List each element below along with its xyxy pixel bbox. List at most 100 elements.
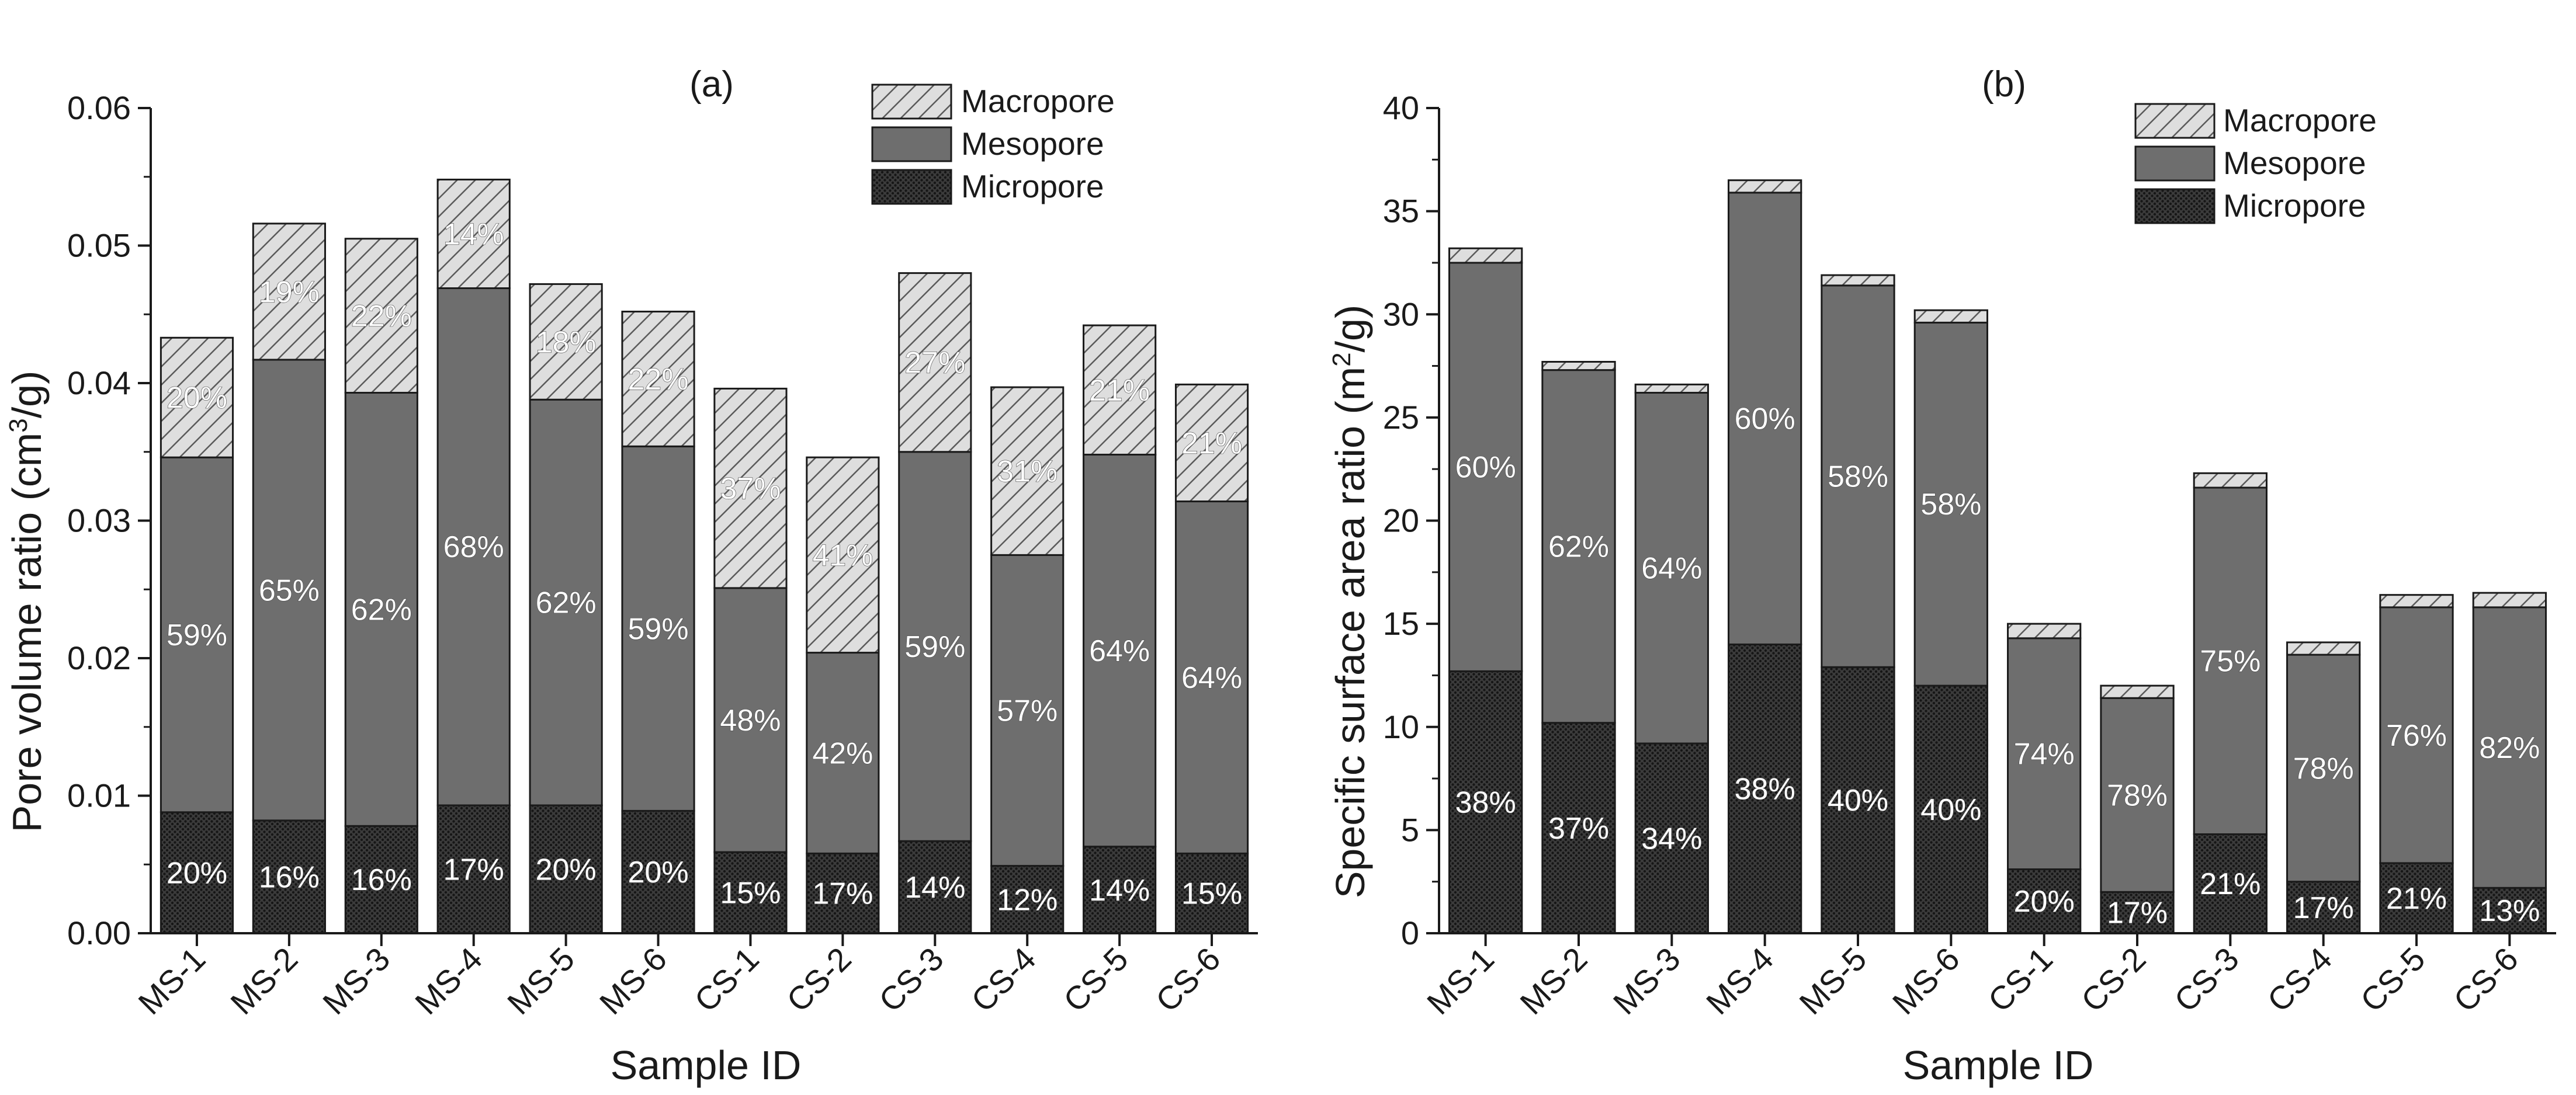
panel-a-bar-label-ms-5-macropore: 18%	[536, 325, 597, 359]
panel-b-legend-swatch-mesopore	[2134, 145, 2216, 182]
panel-a-bar-label-cs-2-mesopore: 42%	[812, 736, 873, 770]
panel-a-bar-label-ms-6-macropore: 22%	[628, 363, 689, 397]
panel-a-bar-cs-3-mesopore	[898, 451, 972, 842]
panel-a-x-tick-label-ms-1: MS-1	[131, 940, 212, 1021]
panel-b: 38% 60% 37% 62% 34% 64% 38% 60% 40% 58% 40% 58% 20% 7…	[1327, 64, 2556, 1088]
panel-a-bar-label-cs-6-mesopore: 64%	[1181, 661, 1242, 695]
panel-a-bar-cs-3-macropore	[898, 272, 972, 453]
panel-b-bar-cs-2-macropore	[2100, 684, 2175, 699]
panel-a-x-tick-label-cs-4: CS-4	[964, 940, 1043, 1019]
panel-a-legend-swatch-macropore	[871, 84, 952, 120]
panel-b-bar-label-cs-2-mesopore: 78%	[2107, 778, 2168, 812]
panel-b-bar-label-ms-2-micropore: 37%	[1548, 812, 1609, 846]
panel-a-bar-labels: 20% 59% 20% 16% 65% 19% 16% 62% 22% 17% 68% 14% 20% 6…	[166, 217, 1242, 917]
panel-b-x-axis: MS-1 MS-2 MS-3 MS-4 MS-5 MS-6 CS-1 CS-2 CS-3 CS-4…	[1420, 932, 2556, 1021]
panel-b-x-tick-label-ms-4: MS-4	[1699, 940, 1780, 1021]
panel-a-bar-cs-6-mesopore	[1174, 500, 1249, 854]
panel-b-y-tick-label: 40	[1383, 89, 1419, 126]
panel-a-bar-ms-3-macropore	[344, 238, 418, 394]
panel-a-bar-label-cs-6-micropore: 15%	[1181, 877, 1242, 911]
panel-a-bar-label-cs-1-mesopore: 48%	[720, 704, 781, 738]
panel-b-bar-ms-6-macropore	[1913, 309, 1988, 324]
panel-a-bar-label-cs-3-mesopore: 59%	[904, 630, 965, 664]
panel-b-bar-cs-1-mesopore	[2007, 637, 2082, 870]
panel-a-bar-label-cs-5-micropore: 14%	[1089, 874, 1150, 908]
panel-a-y-tick-label: 0.01	[67, 777, 131, 814]
panel-a-legend-macropore: Macropore	[961, 83, 1115, 119]
panel-a-x-tick-label-ms-4: MS-4	[408, 940, 489, 1021]
panel-b-bar-ms-3-mesopore	[1634, 391, 1709, 745]
panel-a-bar-label-ms-5-mesopore: 62%	[536, 586, 597, 620]
panel-b-y-tick-label: 0	[1401, 915, 1419, 951]
panel-a-bar-ms-4-mesopore	[436, 287, 511, 807]
panel-a-bar-label-ms-4-macropore: 14%	[443, 217, 504, 251]
panel-a: 20% 59% 20% 16% 65% 19% 16% 62% 22% 17% 68% 14% 20% 6…	[4, 64, 1258, 1088]
panel-b-x-tick-label-ms-2: MS-2	[1513, 940, 1594, 1021]
panel-b-x-tick-label-cs-4: CS-4	[2260, 940, 2339, 1019]
panel-a-y-axis-title-sup: 3	[4, 418, 33, 432]
panel-a-bars	[160, 178, 1249, 934]
panel-b-y-tick-label: 20	[1383, 502, 1419, 539]
panel-b-legend-mesopore: Mesopore	[2223, 145, 2366, 181]
panel-b-bar-label-cs-6-mesopore: 82%	[2479, 731, 2540, 765]
panel-a-bar-label-ms-4-micropore: 17%	[443, 853, 504, 887]
panel-b-x-tick-label-cs-5: CS-5	[2353, 940, 2432, 1019]
panel-a-y-axis-title-main: Pore volume ratio (cm	[4, 433, 50, 833]
panel-b-bar-ms-1-micropore	[1448, 670, 1523, 934]
panel-a-bar-label-cs-1-macropore: 37%	[720, 472, 781, 506]
panel-b-legend-swatch-macropore	[2134, 103, 2216, 139]
panel-b-bars	[1448, 179, 2547, 934]
panel-a-bar-ms-1-macropore	[160, 336, 234, 458]
panel-a-y-tick-label: 0.00	[67, 915, 131, 951]
panel-b-y-tick-label: 15	[1383, 605, 1419, 642]
panel-a-bar-ms-4-macropore	[436, 178, 511, 290]
panel-a-y-axis-title: Pore volume ratio (cm3/g)	[4, 371, 50, 833]
panel-b-legend: Macropore Mesopore Micropore	[2134, 102, 2377, 224]
panel-b-bar-label-ms-5-mesopore: 58%	[1828, 460, 1888, 494]
panel-a-bar-ms-1-mesopore	[160, 456, 234, 814]
panel-b-bar-cs-4-macropore	[2286, 641, 2361, 656]
panel-b-bar-ms-4-macropore	[1728, 179, 1802, 194]
panel-b-x-tick-label-cs-2: CS-2	[2074, 940, 2153, 1019]
panel-b-y-tick-label: 5	[1401, 811, 1419, 848]
panel-b-bar-cs-5-mesopore	[2379, 606, 2454, 864]
panel-b-x-tick-label-cs-3: CS-3	[2167, 940, 2246, 1019]
panel-b-bar-ms-3-macropore	[1634, 383, 1709, 394]
panel-b-bar-label-ms-4-mesopore: 60%	[1735, 402, 1795, 436]
panel-b-bar-ms-6-micropore	[1913, 684, 1988, 934]
panel-a-bar-label-ms-3-micropore: 16%	[351, 863, 412, 897]
panel-a-x-tick-label-ms-6: MS-6	[592, 940, 674, 1021]
panel-b-y-axis-title-tail: /g)	[1327, 305, 1373, 353]
panel-b-bar-label-cs-1-mesopore: 74%	[2014, 738, 2075, 771]
panel-a-y-tick-label: 0.05	[67, 227, 131, 264]
panel-b-x-tick-label-ms-1: MS-1	[1420, 940, 1501, 1021]
panel-b-bar-cs-1-micropore	[2007, 868, 2082, 934]
panel-b-bar-label-cs-5-mesopore: 76%	[2386, 719, 2447, 753]
panel-b-bar-ms-4-mesopore	[1728, 192, 1802, 645]
panel-a-y-axis: 0.00 0.01 0.02 0.03 0.04 0.05 0.06	[67, 89, 152, 951]
panel-a-bar-cs-4-mesopore	[990, 554, 1065, 867]
panel-a-bar-label-ms-4-mesopore: 68%	[443, 530, 504, 564]
panel-b-bar-label-cs-5-micropore: 21%	[2386, 882, 2447, 916]
panel-b-bar-label-cs-1-micropore: 20%	[2014, 885, 2075, 919]
panel-a-bar-cs-1-mesopore	[713, 587, 788, 853]
panel-a-bar-cs-1-micropore	[713, 851, 788, 934]
panel-b-x-axis-title: Sample ID	[1903, 1042, 2094, 1088]
panel-a-bar-cs-6-macropore	[1174, 383, 1249, 503]
panel-b-bar-label-ms-3-mesopore: 64%	[1641, 552, 1702, 586]
panel-a-bar-cs-2-macropore	[806, 456, 880, 654]
panel-b-bar-ms-5-macropore	[1821, 274, 1895, 287]
panel-b-bar-cs-1-macropore	[2007, 623, 2082, 639]
panel-b-x-tick-label-ms-3: MS-3	[1606, 940, 1687, 1021]
panel-b-bar-label-ms-5-micropore: 40%	[1828, 784, 1888, 818]
panel-a-bar-ms-2-micropore	[252, 819, 326, 934]
panel-b-bar-cs-3-macropore	[2193, 472, 2268, 489]
panel-b-bar-ms-2-macropore	[1541, 360, 1616, 371]
panel-b-x-tick-label-cs-1: CS-1	[1981, 940, 2060, 1019]
panel-a-bar-ms-2-macropore	[252, 223, 326, 361]
panel-b-bar-cs-4-mesopore	[2286, 653, 2361, 883]
panel-a-legend-micropore: Micropore	[961, 168, 1104, 204]
panel-a-bar-cs-4-macropore	[990, 386, 1065, 556]
panel-b-bar-cs-2-mesopore	[2100, 697, 2175, 893]
